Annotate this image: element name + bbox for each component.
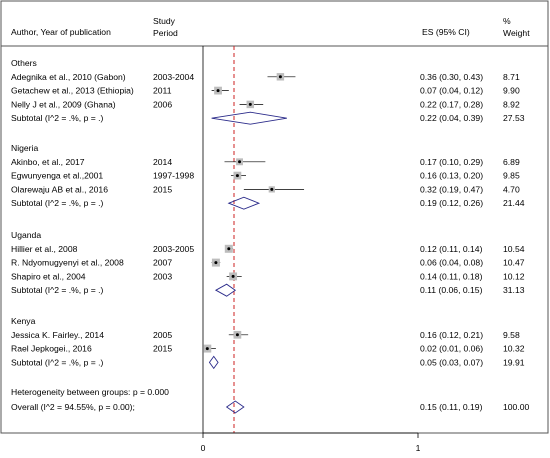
subtotal-0-weight: 27.53 — [503, 113, 525, 123]
overall-diamond — [225, 400, 245, 414]
study-1-0-label: Akinbo, et al., 2017 — [11, 157, 85, 167]
study-0-2-weight: 8.92 — [503, 99, 520, 109]
study-3-1-label: Rael Jepkogei., 2016 — [11, 344, 92, 354]
study-2-2-es: 0.14 (0.11, 0.18) — [420, 271, 483, 281]
study-1-0-period: 2014 — [153, 157, 172, 167]
study-2-0-weight: 10.54 — [503, 244, 525, 254]
study-3-1-point — [205, 347, 209, 351]
subtotal-diamond-0 — [211, 111, 287, 125]
study-0-2-period: 2006 — [153, 99, 172, 109]
study-1-2-label: Olarewaju AB et al., 2016 — [11, 184, 108, 194]
study-1-0-weight: 6.89 — [503, 157, 520, 167]
study-2-2-point — [231, 274, 235, 278]
subtotal-1-label: Subtotal (I^2 = .%, p = .) — [11, 198, 104, 208]
header: Author, Year of publication Study Period… — [11, 16, 530, 38]
study-3-0-weight: 9.58 — [503, 330, 520, 340]
study-0-0-label: Adegnika et al., 2010 (Gabon) — [11, 72, 126, 82]
study-0-0-weight: 8.71 — [503, 72, 520, 82]
study-3-0-period: 2005 — [153, 330, 172, 340]
header-es: ES (95% CI) — [422, 27, 470, 37]
study-1-2-period: 2015 — [153, 184, 172, 194]
study-1-1-point — [235, 174, 239, 178]
subtotal-0-es: 0.22 (0.04, 0.39) — [420, 113, 483, 123]
study-2-1-es: 0.06 (0.04, 0.08) — [420, 258, 483, 268]
subtotal-1-es: 0.19 (0.12, 0.26) — [420, 198, 483, 208]
subtotal-diamond-1 — [227, 196, 261, 210]
subtotal-2-label: Subtotal (I^2 = .%, p = .) — [11, 285, 104, 295]
x-tick-label-0: 0 — [201, 443, 206, 453]
header-period: Period — [153, 28, 178, 38]
subtotal-1-weight: 21.44 — [503, 198, 525, 208]
header-weight: Weight — [503, 28, 530, 38]
study-0-0-es: 0.36 (0.30, 0.43) — [420, 72, 483, 82]
study-1-1-es: 0.16 (0.13, 0.20) — [420, 171, 483, 181]
study-0-1-es: 0.07 (0.04, 0.12) — [420, 86, 483, 96]
study-1-0-point — [238, 160, 242, 164]
group-name-3: Kenya — [11, 316, 36, 326]
study-0-1-label: Getachew et al., 2013 (Ethiopia) — [11, 86, 134, 96]
heterogeneity-text: Heterogeneity between groups: p = 0.000 — [11, 387, 169, 397]
study-0-1-period: 2011 — [153, 86, 172, 96]
subtotal-3-es: 0.05 (0.03, 0.07) — [420, 357, 483, 367]
study-2-2-label: Shapiro et al., 2004 — [11, 271, 86, 281]
study-3-0-es: 0.16 (0.12, 0.21) — [420, 330, 483, 340]
study-0-2-label: Nelly J et al., 2009 (Ghana) — [11, 99, 116, 109]
study-2-0-point — [227, 247, 231, 251]
study-3-0-label: Jessica K. Fairley., 2014 — [11, 330, 104, 340]
study-1-2-es: 0.32 (0.19, 0.47) — [420, 184, 483, 194]
study-1-2-point — [270, 187, 274, 191]
study-1-1-weight: 9.85 — [503, 171, 520, 181]
study-0-2-es: 0.22 (0.17, 0.28) — [420, 99, 483, 109]
overall-label: Overall (I^2 = 94.55%, p = 0.00); — [11, 402, 135, 412]
rows: Others Adegnika et al., 2010 (Gabon) 2003-… — [11, 58, 530, 414]
study-3-1-period: 2015 — [153, 344, 172, 354]
study-0-1-weight: 9.90 — [503, 86, 520, 96]
study-0-1-point — [216, 89, 220, 93]
subtotal-3-weight: 19.91 — [503, 357, 525, 367]
study-2-2-weight: 10.12 — [503, 271, 525, 281]
header-author: Author, Year of publication — [11, 27, 111, 37]
study-0-2-point — [248, 102, 252, 106]
study-1-2-weight: 4.70 — [503, 184, 520, 194]
study-2-0-period: 2003-2005 — [153, 244, 194, 254]
study-2-1-label: R. Ndyomugyenyi et al., 2008 — [11, 258, 124, 268]
header-percent: % — [503, 16, 511, 26]
subtotal-3-label: Subtotal (I^2 = .%, p = .) — [11, 357, 104, 367]
group-name-0: Others — [11, 58, 37, 68]
overall-es: 0.15 (0.11, 0.19) — [420, 402, 483, 412]
subtotal-2-weight: 31.13 — [503, 285, 525, 295]
group-name-1: Nigeria — [11, 143, 38, 153]
study-3-1-es: 0.02 (0.01, 0.06) — [420, 344, 483, 354]
study-0-0-point — [278, 75, 282, 79]
subtotal-2-es: 0.11 (0.06, 0.15) — [420, 285, 483, 295]
study-0-0-period: 2003-2004 — [153, 72, 194, 82]
subtotal-diamond-2 — [214, 283, 237, 297]
study-2-2-period: 2003 — [153, 271, 172, 281]
study-1-1-period: 1997-1998 — [153, 171, 194, 181]
study-2-1-weight: 10.47 — [503, 258, 525, 268]
x-tick-label-1: 1 — [416, 443, 421, 453]
study-1-0-es: 0.17 (0.10, 0.29) — [420, 157, 483, 167]
overall-weight: 100.00 — [503, 402, 530, 412]
study-2-0-label: Hillier et al., 2008 — [11, 244, 78, 254]
group-name-2: Uganda — [11, 230, 41, 240]
study-2-1-point — [214, 261, 218, 265]
study-1-1-label: Egwunyenga et al.,2001 — [11, 171, 103, 181]
plot-frame — [0, 0, 549, 434]
study-2-0-es: 0.12 (0.11, 0.14) — [420, 244, 483, 254]
subtotal-0-label: Subtotal (I^2 = .%, p = .) — [11, 113, 104, 123]
study-3-0-point — [235, 333, 239, 337]
study-2-1-period: 2007 — [153, 258, 172, 268]
header-study: Study — [153, 16, 176, 26]
study-3-1-weight: 10.32 — [503, 344, 525, 354]
subtotal-diamond-3 — [208, 355, 219, 370]
